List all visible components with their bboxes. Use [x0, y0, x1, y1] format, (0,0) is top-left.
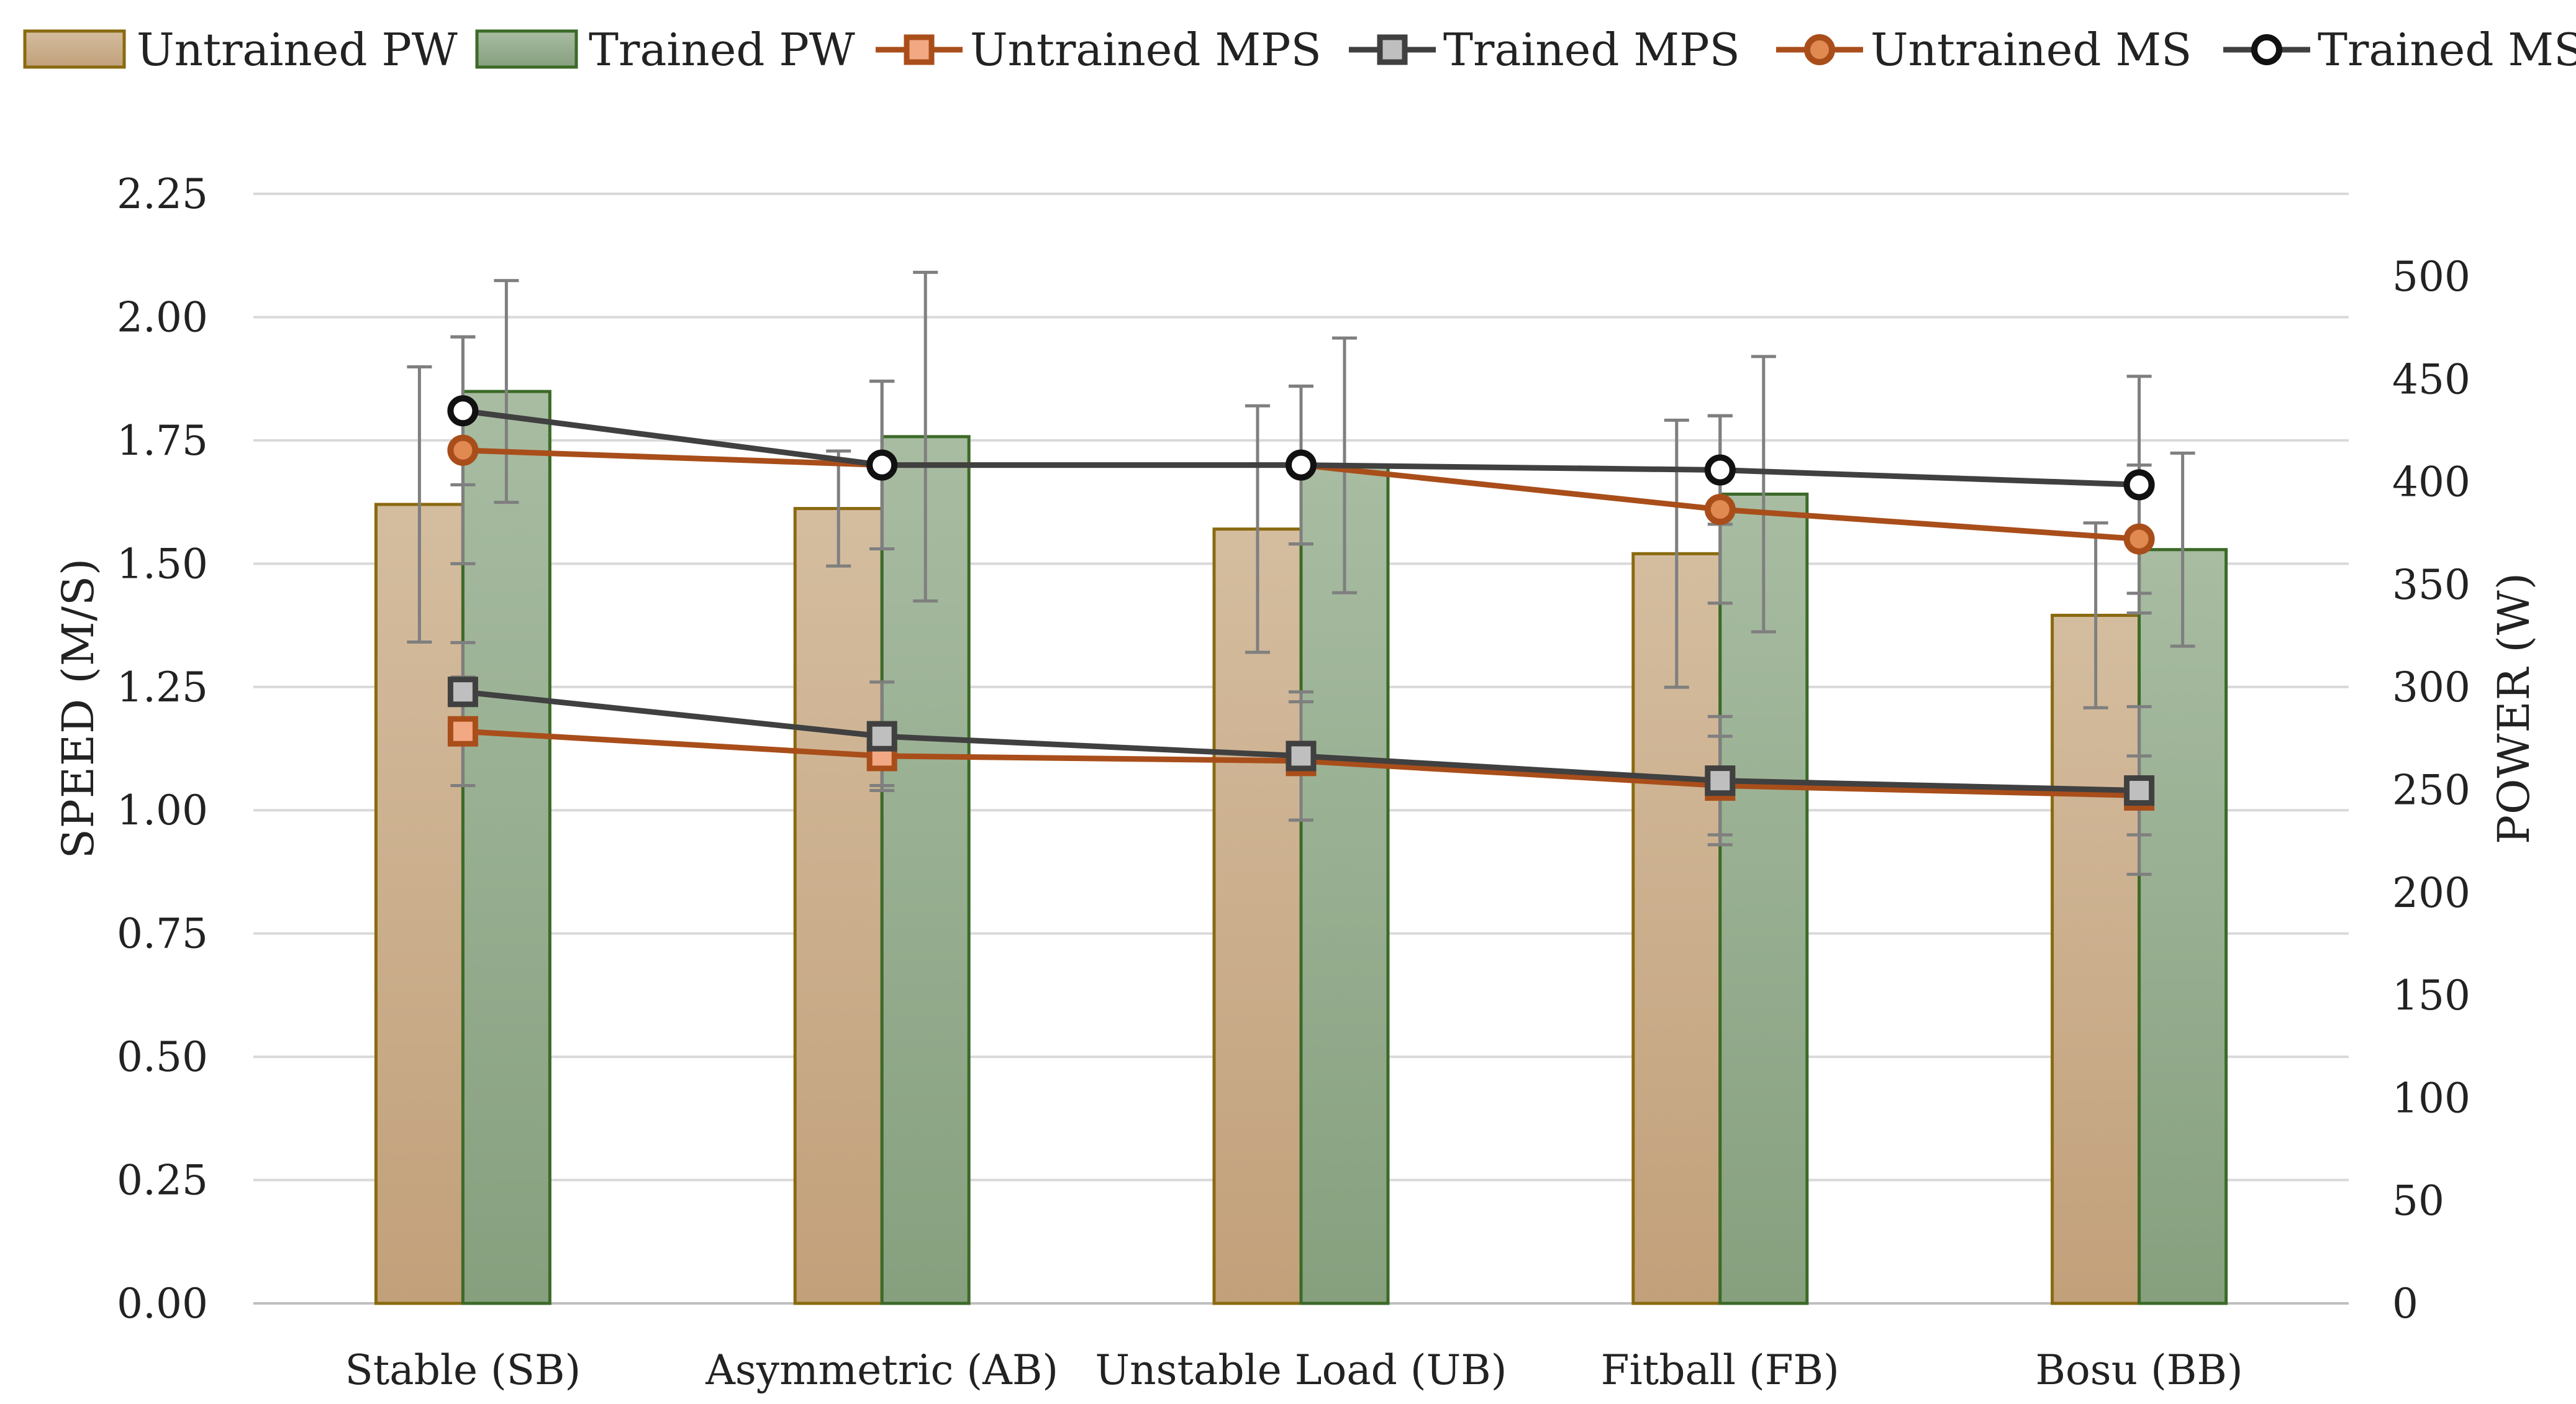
legend-label: Trained PW [589, 24, 855, 76]
legend-circle-marker [2251, 34, 2282, 65]
left-tick-label: 1.75 [117, 417, 208, 465]
circle-marker [1286, 449, 1317, 481]
bar-error-bars [407, 270, 2195, 709]
right-tick-label: 400 [2392, 458, 2470, 506]
square-marker [1286, 741, 1317, 772]
square-marker [1705, 765, 1736, 796]
square-marker [447, 677, 478, 708]
x-tick-label: Unstable Load (UB) [1095, 1346, 1507, 1394]
right-tick-label: 150 [2392, 972, 2470, 1019]
right-tick-label: 0 [2392, 1280, 2418, 1328]
left-tick-label: 0.75 [117, 910, 208, 958]
bar [2138, 548, 2228, 1305]
legend-label: Trained MPS [1443, 24, 1740, 76]
square-marker [447, 716, 478, 747]
left-tick-label: 2.00 [117, 293, 208, 341]
x-tick-label: Fitball (FB) [1601, 1346, 1839, 1394]
right-tick-label: 450 [2392, 355, 2470, 403]
left-axis-title: SPEED (M/S) [53, 558, 104, 859]
left-tick-label: 1.25 [117, 663, 208, 711]
bar [793, 507, 884, 1305]
left-axis-ticks: 0.00 0.25 0.50 0.75 1.00 1.25 1.50 1.75 2.00 2.25 [117, 170, 208, 1328]
x-tick-label: Bosu (BB) [2036, 1346, 2243, 1394]
legend-label: Trained MS [2318, 24, 2576, 76]
bar [1212, 527, 1303, 1305]
left-tick-label: 1.50 [117, 540, 208, 588]
circle-marker [1704, 454, 1736, 486]
left-tick-label: 0.50 [117, 1033, 208, 1081]
right-tick-label: 350 [2392, 561, 2470, 609]
left-tick-label: 1.00 [117, 786, 208, 834]
legend-swatch [475, 29, 578, 69]
bar [2051, 613, 2141, 1305]
circle-marker [2123, 523, 2155, 555]
square-marker [2124, 775, 2155, 806]
right-tick-label: 100 [2392, 1074, 2470, 1122]
circle-marker [1704, 494, 1736, 526]
right-tick-label: 200 [2392, 869, 2470, 917]
right-tick-label: 250 [2392, 767, 2470, 814]
left-tick-label: 0.00 [117, 1280, 208, 1328]
left-tick-label: 2.25 [117, 170, 208, 218]
circle-marker [866, 449, 898, 481]
circle-marker [447, 434, 479, 466]
x-tick-label: Stable (SB) [345, 1346, 581, 1394]
right-axis-ticks: 0 50 100 150 200 250 300 350 400 450 500 [2392, 253, 2470, 1328]
legend-square-marker [904, 34, 935, 65]
legend-circle-marker [1804, 34, 1835, 65]
circle-marker [2123, 469, 2155, 501]
legend-square-marker [1377, 34, 1408, 65]
legend: Untrained PW Trained PW Untrained MPS Train… [23, 24, 2576, 76]
legend-label: Untrained MPS [970, 24, 1322, 76]
legend-label: Untrained PW [137, 24, 458, 76]
square-marker [866, 721, 897, 752]
right-tick-label: 500 [2392, 253, 2470, 301]
right-axis-title: POWER (W) [2488, 572, 2539, 844]
x-tick-label: Asymmetric (AB) [705, 1346, 1058, 1394]
right-tick-label: 300 [2392, 663, 2470, 711]
bar [1299, 463, 1390, 1305]
left-tick-label: 0.25 [117, 1157, 208, 1205]
legend-swatch [23, 29, 126, 69]
line-markers [447, 395, 2155, 811]
legend-label: Untrained MS [1871, 24, 2192, 76]
bar [461, 390, 551, 1305]
circle-marker [447, 395, 479, 427]
right-tick-label: 50 [2392, 1177, 2444, 1225]
x-axis-labels: Stable (SB) Asymmetric (AB) Unstable Load … [345, 1346, 2243, 1394]
